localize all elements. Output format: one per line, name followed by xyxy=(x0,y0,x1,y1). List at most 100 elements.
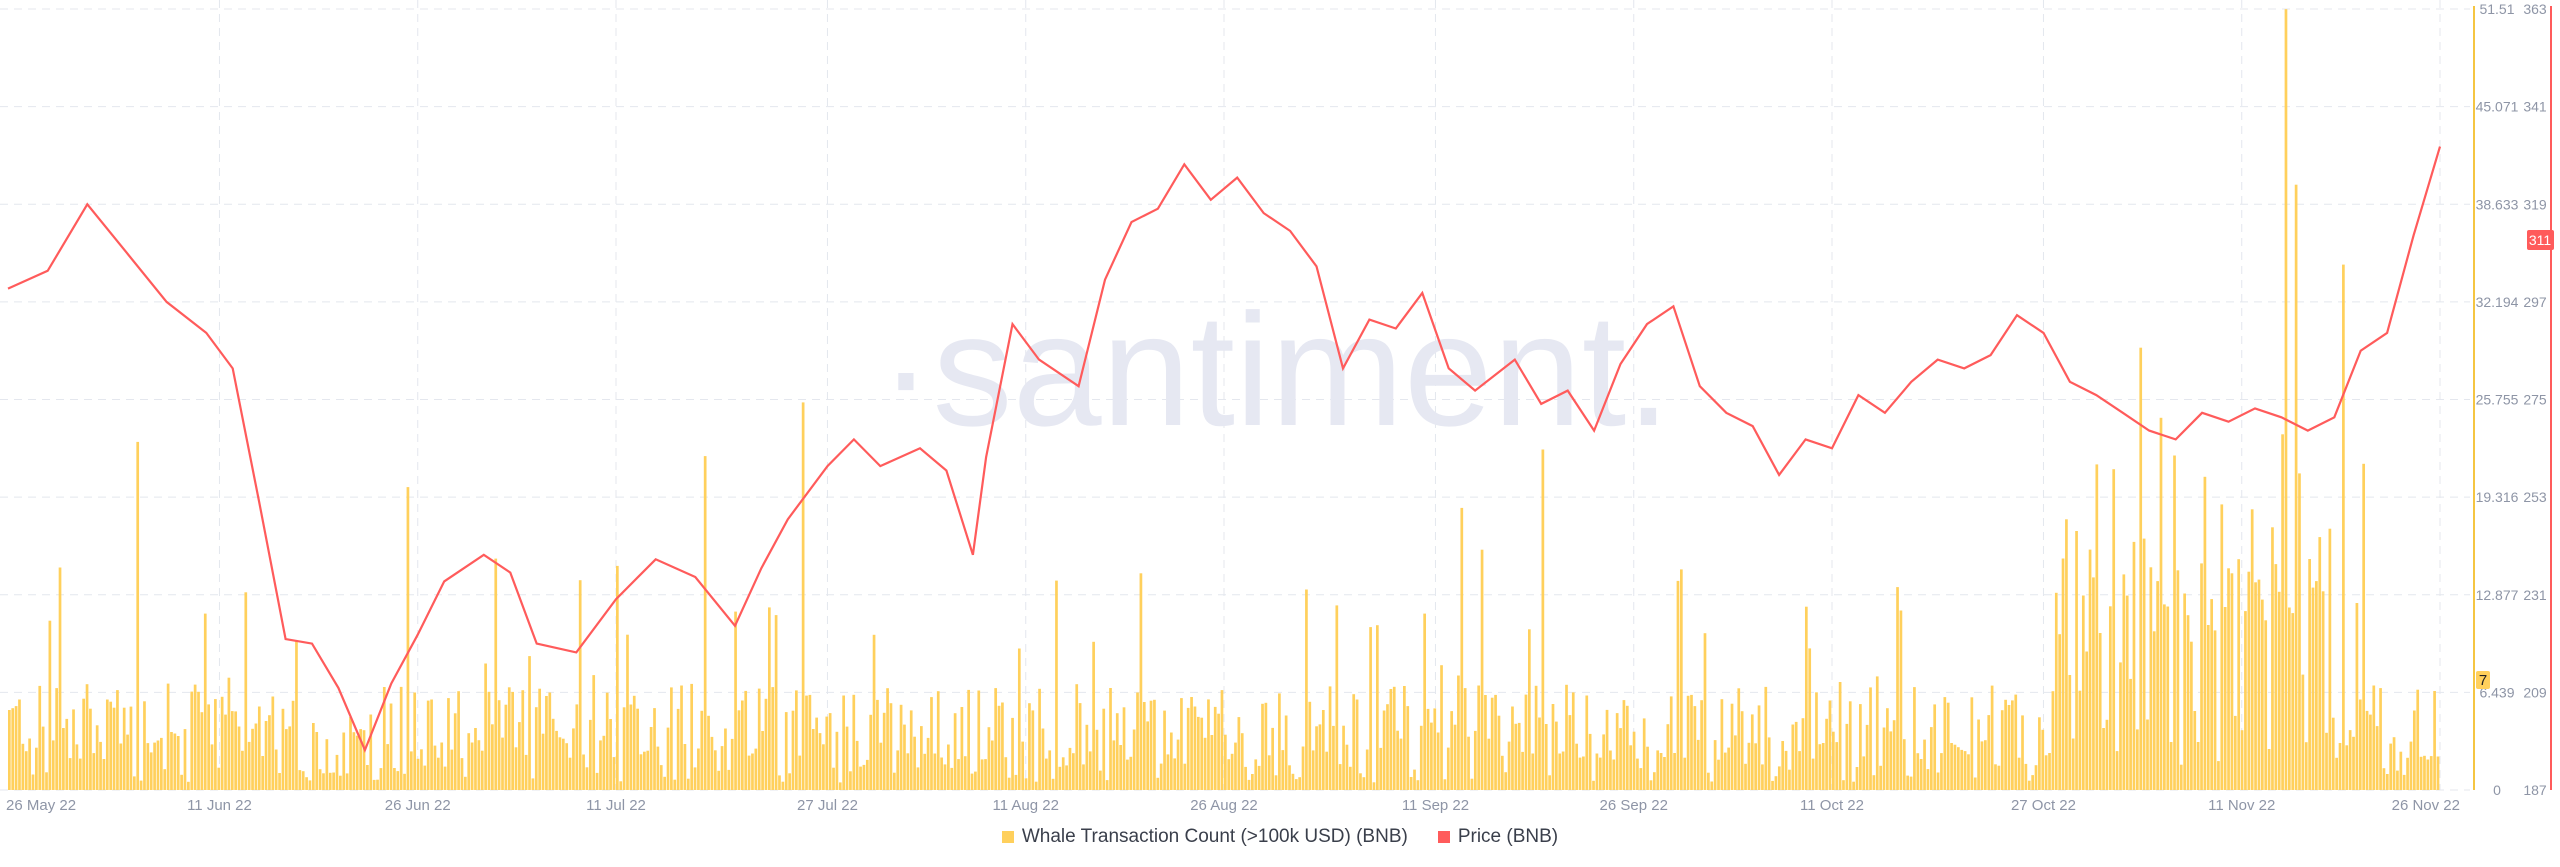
whale-bar xyxy=(1332,725,1335,790)
legend-item-whale[interactable]: Whale Transaction Count (>100k USD) (BNB… xyxy=(1001,826,1408,848)
whale-bar xyxy=(2267,749,2271,790)
whale-bar xyxy=(784,712,788,790)
whale-bar xyxy=(2119,662,2122,790)
whale-bar xyxy=(180,774,183,790)
right-tick-label: 253 xyxy=(2523,489,2547,505)
whale-bar xyxy=(626,634,629,790)
whale-bar xyxy=(1612,759,1616,790)
whale-bar xyxy=(612,757,616,790)
whale-bar xyxy=(457,691,460,790)
whale-bar xyxy=(1099,770,1102,790)
price-line xyxy=(7,146,2442,753)
whale-bar xyxy=(1781,741,1785,790)
whale-bar xyxy=(987,727,991,790)
whale-bar xyxy=(656,746,660,790)
whale-bar xyxy=(237,726,241,790)
whale-bar xyxy=(1061,757,1065,790)
whale-bar xyxy=(2196,742,2200,790)
whale-bar xyxy=(1696,739,1700,790)
whale-bar xyxy=(2318,537,2322,790)
whale-bar xyxy=(1541,449,1545,790)
whale-bar xyxy=(1278,693,1281,790)
whale-bar xyxy=(1923,739,1926,790)
current-price-badge: 311 xyxy=(2527,230,2554,250)
whale-bar xyxy=(305,777,308,790)
whale-bar xyxy=(1713,740,1717,790)
whale-bar xyxy=(2152,631,2156,790)
whale-bar xyxy=(244,592,248,790)
whale-bar xyxy=(2277,591,2281,790)
whale-bar xyxy=(551,718,555,790)
whale-bar xyxy=(173,733,177,790)
whale-bar xyxy=(1757,705,1761,790)
left-tick-label: 19.316 xyxy=(2476,489,2519,505)
whale-bar xyxy=(2048,753,2051,790)
whale-bar xyxy=(1068,747,1072,790)
whale-bar xyxy=(1791,724,1795,790)
whale-bar xyxy=(886,688,889,790)
whale-bar xyxy=(460,758,464,790)
whale-bar xyxy=(1146,721,1150,790)
whale-bar xyxy=(511,691,514,790)
whale-bar xyxy=(1899,610,1903,790)
whale-bar xyxy=(805,695,808,790)
whale-bar xyxy=(160,737,163,790)
whale-bar xyxy=(1014,774,1018,790)
whale-bar xyxy=(2260,599,2264,790)
whale-bar xyxy=(730,738,734,790)
left-tick-label: 25.755 xyxy=(2476,392,2519,408)
whale-bar xyxy=(1470,778,1474,790)
x-tick-label: 11 Sep 22 xyxy=(1402,797,1469,814)
whale-bar xyxy=(1348,766,1352,790)
whale-bar xyxy=(2254,582,2257,790)
whale-bar xyxy=(1619,728,1622,790)
whale-bar xyxy=(1804,606,1808,790)
whale-bar xyxy=(2017,757,2021,790)
whale-bar xyxy=(1355,699,1359,790)
whale-bar xyxy=(132,776,136,790)
whale-bar xyxy=(1028,703,1031,790)
whale-bar xyxy=(754,748,758,790)
whale-bar xyxy=(1426,708,1430,790)
whale-bar xyxy=(2142,538,2146,790)
whale-bar xyxy=(1690,694,1693,790)
whale-bar xyxy=(1200,717,1204,790)
whale-bar xyxy=(1801,718,1805,790)
whale-bar xyxy=(629,704,633,790)
whale-bar xyxy=(1017,648,1021,790)
whale-bar xyxy=(1011,717,1014,790)
whale-bar xyxy=(2355,603,2359,790)
whale-bar xyxy=(1298,777,1302,790)
whale-bar xyxy=(68,758,72,790)
whale-bar xyxy=(548,692,552,790)
right-tick-label: 275 xyxy=(2523,392,2547,408)
whale-bar xyxy=(1294,779,1298,790)
whale-bar xyxy=(21,743,25,790)
whale-bar xyxy=(1321,710,1325,790)
whale-bar xyxy=(781,781,785,790)
whale-bar xyxy=(808,694,812,790)
whale-bar xyxy=(1835,742,1839,790)
whale-bar xyxy=(1072,753,1075,790)
whale-bar xyxy=(815,717,818,790)
whale-bar xyxy=(561,738,565,790)
x-axis-ticks: 26 May 22 11 Jun 22 26 Jun 22 11 Jul 22 27 J… xyxy=(6,797,2460,814)
left-tick-label: 32.194 xyxy=(2476,294,2519,310)
whale-bar xyxy=(366,765,369,790)
whale-bar xyxy=(207,704,210,790)
whale-bar xyxy=(1041,728,1045,790)
whale-bar xyxy=(1416,780,1420,790)
whale-bar xyxy=(112,707,116,790)
legend-item-price[interactable]: Price (BNB) xyxy=(1437,826,1558,848)
whale-bar xyxy=(75,744,79,790)
whale-bar xyxy=(1473,730,1477,790)
whale-bar xyxy=(332,772,335,790)
whale-bar xyxy=(697,748,700,790)
whale-bar xyxy=(1666,724,1670,790)
whale-bar xyxy=(896,750,900,790)
whale-bar xyxy=(521,690,525,790)
whale-bar xyxy=(713,750,717,790)
whale-bar xyxy=(646,750,650,790)
whale-bar xyxy=(602,735,606,790)
whale-bar xyxy=(2379,688,2382,790)
